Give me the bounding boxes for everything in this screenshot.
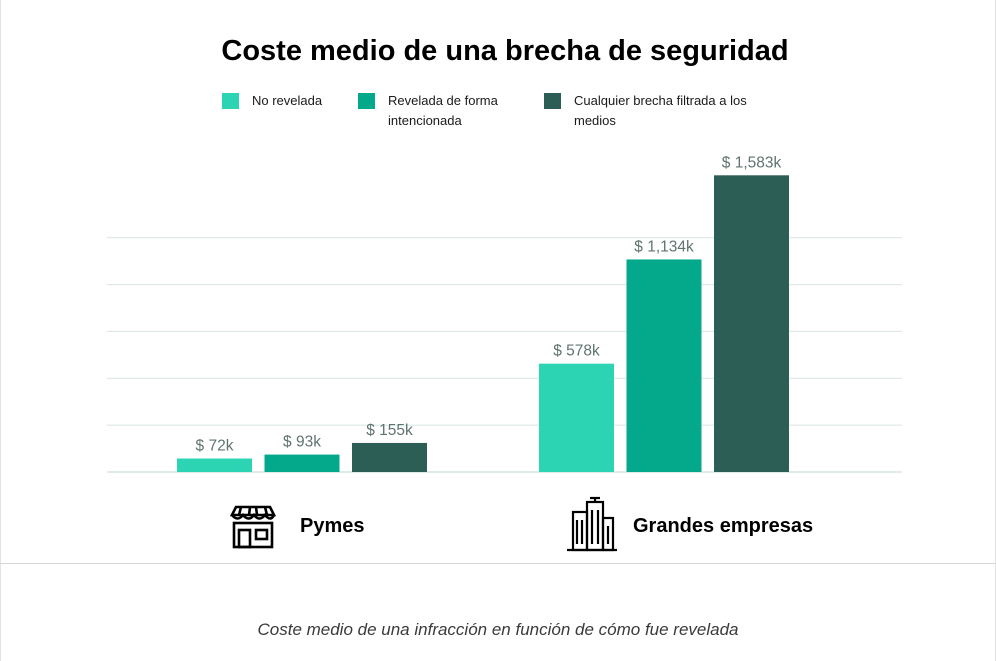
data-label: $ 155k	[366, 422, 413, 439]
storefront-icon	[229, 505, 277, 549]
bar	[539, 363, 614, 472]
data-label: $ 1,134k	[634, 238, 694, 255]
bar	[626, 259, 702, 472]
data-label: $ 93k	[283, 434, 321, 451]
bars	[177, 175, 789, 472]
category-label-pymes: Pymes	[300, 515, 365, 537]
legend-swatch	[544, 93, 561, 109]
data-label: $ 72k	[196, 438, 234, 455]
legend-label: No revelada	[252, 93, 323, 108]
category-pymes: Pymes	[229, 505, 365, 549]
legend-swatch	[358, 93, 375, 109]
bar	[714, 175, 789, 472]
legend-label: medios	[574, 113, 616, 128]
bar	[352, 442, 427, 472]
legend-swatch	[222, 93, 239, 109]
legend-label: intencionada	[388, 113, 462, 128]
legend: No revelada Revelada de forma intencionada…	[222, 93, 747, 128]
figure-caption: Coste medio de una infracción en función…	[257, 620, 739, 639]
category-grandes-empresas: Grandes empresas	[567, 496, 813, 552]
data-label: $ 578k	[553, 343, 600, 360]
bar	[177, 458, 252, 472]
chart: Coste medio de una brecha de seguridad N…	[107, 35, 902, 552]
frame-left-border	[0, 0, 1, 661]
caption-divider	[0, 563, 996, 564]
legend-label: Cualquier brecha filtrada a los	[574, 93, 747, 108]
data-label: $ 1,583k	[722, 154, 782, 171]
chart-title: Coste medio de una brecha de seguridad	[221, 35, 788, 67]
buildings-icon	[567, 496, 617, 552]
legend-label: Revelada de forma	[388, 93, 499, 108]
bar	[264, 454, 340, 472]
category-label-grandes-empresas: Grandes empresas	[633, 515, 813, 537]
data-labels: $ 72k $ 578k $ 93k $ 1,134k $ 155k $ 1,583k	[196, 154, 782, 454]
